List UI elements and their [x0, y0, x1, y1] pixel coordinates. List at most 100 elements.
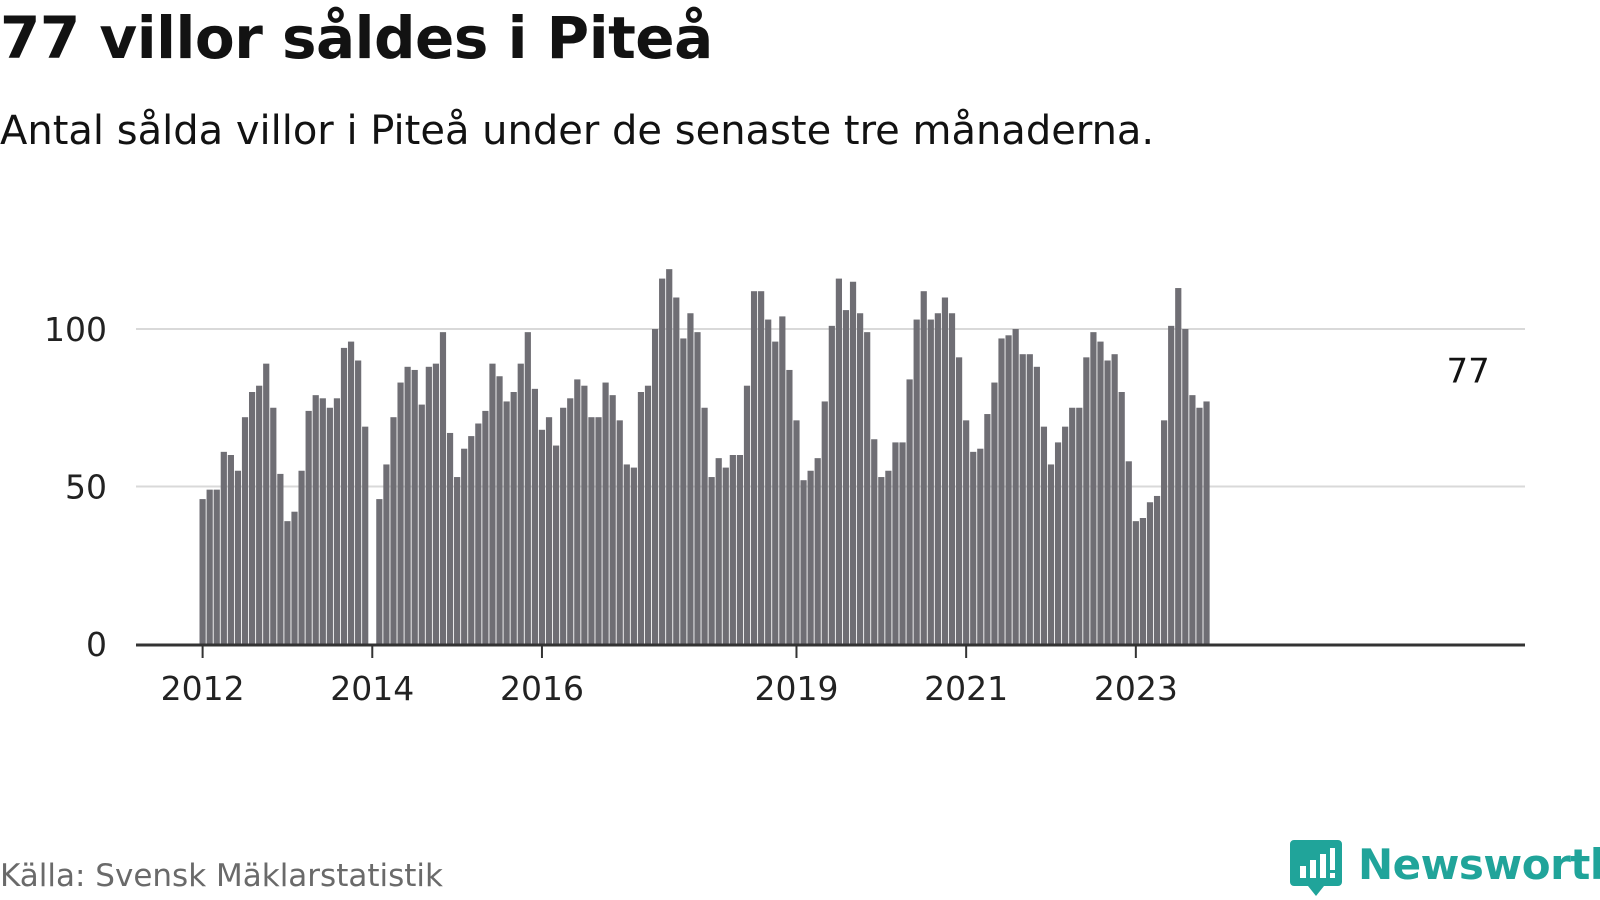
bar — [609, 395, 616, 644]
bar — [743, 385, 751, 644]
bar — [1132, 521, 1139, 644]
bar — [503, 401, 510, 644]
bar — [998, 338, 1005, 644]
bar — [489, 363, 496, 644]
bar — [1118, 392, 1125, 644]
bar — [970, 451, 977, 644]
bar — [963, 420, 970, 644]
bar — [461, 448, 468, 644]
bar — [1069, 407, 1076, 644]
bar — [991, 382, 998, 644]
bar — [1012, 329, 1019, 644]
bar — [828, 325, 835, 644]
bar — [623, 464, 630, 644]
bar — [248, 392, 256, 644]
bar — [786, 369, 793, 644]
bar — [1196, 407, 1203, 644]
bar — [913, 319, 920, 644]
bar — [814, 458, 821, 644]
bar — [722, 467, 729, 644]
bar — [1125, 461, 1132, 644]
y-tick-label: 50 — [65, 468, 107, 507]
bar — [673, 297, 680, 644]
bar — [906, 379, 913, 644]
bar — [687, 313, 694, 644]
bar — [1146, 502, 1154, 644]
bar — [256, 385, 263, 644]
bar — [878, 477, 885, 644]
bar — [1175, 288, 1182, 644]
bar — [560, 407, 567, 644]
bar — [984, 414, 991, 644]
bar — [1153, 495, 1161, 644]
bar — [1076, 407, 1083, 644]
bar — [1005, 335, 1012, 644]
bar — [729, 455, 736, 644]
bar — [666, 269, 673, 644]
bar — [538, 429, 546, 644]
bar — [927, 319, 934, 644]
bar — [411, 369, 418, 644]
bar — [553, 445, 560, 644]
bar — [1026, 354, 1033, 644]
bar — [298, 470, 305, 644]
bar — [1054, 442, 1062, 644]
bar — [1139, 518, 1147, 644]
bar — [680, 338, 687, 644]
bar — [871, 439, 878, 644]
bar — [1047, 464, 1055, 644]
bar — [793, 420, 800, 644]
bar — [581, 385, 588, 644]
bar — [1161, 420, 1168, 644]
bar — [934, 313, 941, 644]
bar — [305, 410, 312, 644]
bar — [602, 382, 609, 644]
bar — [637, 392, 645, 644]
bar-chart-speech-bubble-icon — [1290, 840, 1342, 896]
bar — [234, 470, 242, 644]
bar — [835, 278, 842, 644]
x-tick-label: 2023 — [1094, 669, 1178, 708]
bar — [213, 489, 220, 644]
bar — [899, 442, 906, 644]
bar — [362, 426, 369, 644]
brand-logo[interactable]: Newsworthy — [1290, 840, 1600, 900]
x-tick-label: 2014 — [330, 669, 414, 708]
bar — [312, 395, 319, 644]
bar — [468, 436, 475, 644]
bar — [659, 278, 666, 644]
bar — [517, 363, 524, 644]
bar — [772, 341, 779, 644]
bar — [524, 332, 531, 644]
x-tick-label: 2012 — [161, 669, 245, 708]
bar — [206, 489, 213, 644]
bars — [199, 269, 1210, 644]
bar — [779, 316, 786, 644]
bar — [807, 470, 814, 644]
bar — [736, 455, 744, 644]
bar — [531, 388, 538, 644]
bar — [270, 407, 277, 644]
bar — [630, 467, 637, 644]
bar — [333, 398, 341, 644]
bar — [446, 432, 454, 644]
bar — [482, 410, 489, 644]
bar — [340, 347, 348, 644]
bar — [510, 392, 517, 644]
bar — [376, 499, 383, 644]
bar — [418, 404, 425, 644]
bar — [355, 360, 362, 644]
bar — [496, 376, 503, 644]
bar — [842, 310, 850, 644]
bar — [432, 363, 440, 644]
bar — [1090, 332, 1097, 644]
bar — [948, 313, 956, 644]
bar — [955, 357, 963, 644]
bar — [227, 455, 234, 644]
brand-name: Newsworthy — [1358, 840, 1600, 889]
x-tick-label: 2021 — [924, 669, 1008, 708]
bar — [404, 366, 411, 644]
bar — [1189, 395, 1196, 644]
bar — [347, 341, 355, 644]
bar — [390, 417, 397, 644]
